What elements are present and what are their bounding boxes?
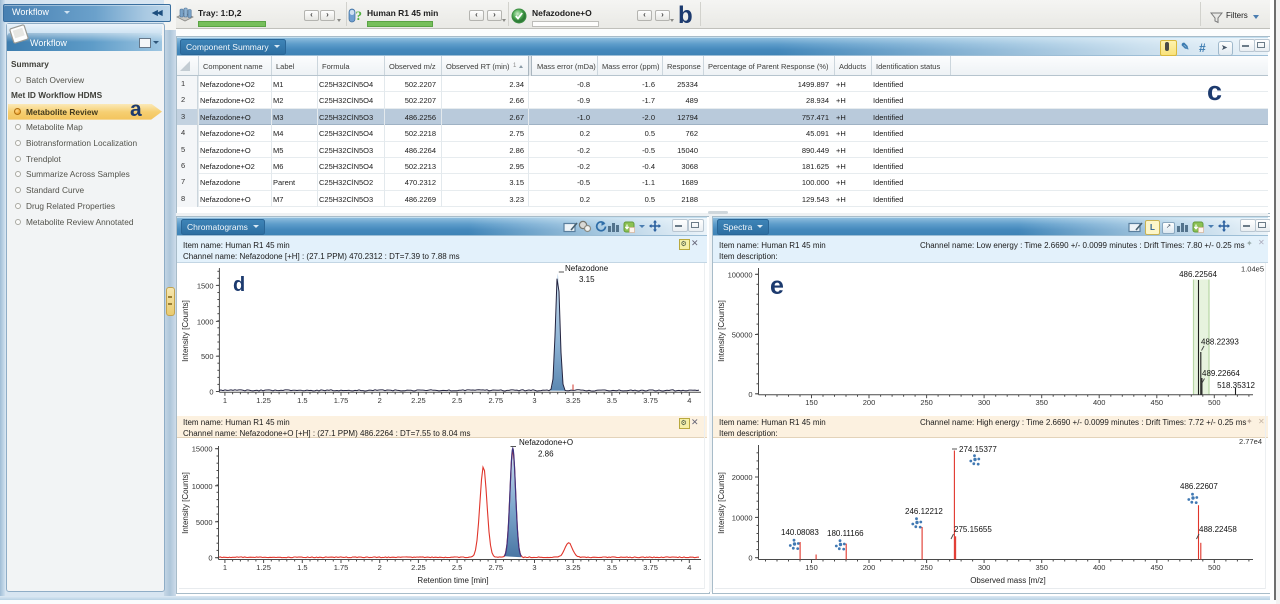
svg-text:350: 350 (1035, 398, 1048, 407)
svg-text:518.35312: 518.35312 (1217, 381, 1255, 390)
svg-text:275.15655: 275.15655 (954, 525, 992, 534)
svg-text:150: 150 (805, 563, 818, 572)
svg-text:250: 250 (920, 563, 933, 572)
svg-text:3: 3 (532, 563, 536, 572)
svg-text:2.25: 2.25 (411, 563, 426, 572)
svg-text:1000: 1000 (197, 317, 214, 326)
svg-text:2: 2 (378, 563, 382, 572)
svg-text:250: 250 (920, 398, 933, 407)
svg-text:4: 4 (687, 563, 691, 572)
svg-text:2.25: 2.25 (411, 396, 426, 405)
svg-text:3.75: 3.75 (643, 396, 658, 405)
svg-text:200: 200 (863, 563, 876, 572)
svg-text:0: 0 (748, 390, 752, 399)
svg-text:3.15: 3.15 (579, 275, 595, 284)
svg-text:0: 0 (209, 388, 213, 397)
svg-text:10000: 10000 (192, 482, 213, 491)
svg-text:3.5: 3.5 (607, 396, 617, 405)
svg-text:Nefazodone+O: Nefazodone+O (519, 438, 573, 447)
svg-text:4: 4 (687, 396, 691, 405)
svg-text:486.22607: 486.22607 (1180, 482, 1218, 491)
svg-text:3.75: 3.75 (643, 563, 658, 572)
svg-text:500: 500 (1208, 563, 1221, 572)
svg-text:450: 450 (1151, 563, 1164, 572)
svg-text:150: 150 (805, 398, 818, 407)
svg-text:Observed mass [m/z]: Observed mass [m/z] (970, 576, 1046, 585)
svg-text:1.5: 1.5 (297, 396, 307, 405)
svg-text:?: ? (356, 8, 363, 23)
svg-text:2.5: 2.5 (452, 396, 462, 405)
svg-text:1: 1 (223, 396, 227, 405)
svg-text:180.11166: 180.11166 (827, 529, 864, 538)
svg-text:1: 1 (223, 563, 227, 572)
svg-text:2.86: 2.86 (538, 450, 554, 459)
svg-text:2: 2 (378, 396, 382, 405)
svg-text:1.25: 1.25 (256, 563, 271, 572)
svg-text:274.15377: 274.15377 (959, 445, 997, 454)
svg-text:3.25: 3.25 (566, 396, 581, 405)
svg-text:488.22458: 488.22458 (1199, 525, 1237, 534)
svg-text:500: 500 (1208, 398, 1221, 407)
svg-text:1.75: 1.75 (334, 396, 349, 405)
svg-text:3.5: 3.5 (607, 563, 617, 572)
svg-text:1.25: 1.25 (256, 396, 271, 405)
svg-text:Nefazodone: Nefazodone (565, 264, 609, 273)
svg-text:0: 0 (208, 554, 212, 563)
svg-text:489.22664: 489.22664 (1202, 369, 1240, 378)
svg-text:350: 350 (1035, 563, 1048, 572)
svg-text:Retention time [min]: Retention time [min] (417, 576, 488, 585)
svg-text:1500: 1500 (197, 281, 214, 290)
svg-text:1.04e5: 1.04e5 (1241, 265, 1264, 274)
svg-text:20000: 20000 (732, 473, 753, 482)
svg-text:200: 200 (863, 398, 876, 407)
svg-text:2.5: 2.5 (452, 563, 462, 572)
svg-text:140.08083: 140.08083 (781, 528, 819, 537)
svg-text:246.12212: 246.12212 (905, 507, 943, 516)
svg-text:5000: 5000 (196, 518, 213, 527)
svg-text:1.75: 1.75 (334, 563, 349, 572)
svg-text:300: 300 (978, 398, 991, 407)
svg-text:3.25: 3.25 (566, 563, 581, 572)
svg-text:2.75: 2.75 (488, 563, 503, 572)
svg-text:2.75: 2.75 (488, 396, 503, 405)
svg-text:486.22564: 486.22564 (1179, 270, 1217, 279)
svg-text:450: 450 (1151, 398, 1164, 407)
svg-text:500: 500 (201, 352, 214, 361)
svg-text:3: 3 (532, 396, 536, 405)
svg-text:488.22393: 488.22393 (1201, 338, 1239, 347)
svg-text:100000: 100000 (728, 270, 753, 279)
svg-text:15000: 15000 (192, 445, 213, 454)
svg-text:300: 300 (978, 563, 991, 572)
svg-text:1.5: 1.5 (297, 563, 307, 572)
svg-text:50000: 50000 (732, 331, 753, 340)
svg-text:10000: 10000 (732, 513, 753, 522)
svg-text:0: 0 (748, 554, 752, 563)
svg-text:400: 400 (1093, 398, 1106, 407)
svg-text:400: 400 (1093, 563, 1106, 572)
svg-text:2.77e4: 2.77e4 (1239, 437, 1262, 446)
